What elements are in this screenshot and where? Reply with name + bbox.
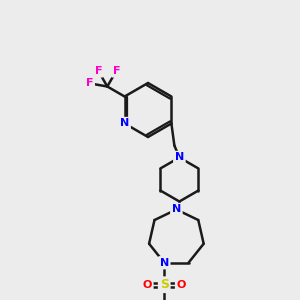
Text: N: N — [172, 205, 181, 214]
Text: N: N — [120, 118, 129, 128]
Text: O: O — [176, 280, 186, 290]
Text: O: O — [142, 280, 152, 290]
Text: N: N — [175, 152, 184, 163]
Text: F: F — [112, 66, 120, 76]
Text: S: S — [160, 278, 169, 291]
Text: F: F — [94, 66, 102, 76]
Text: F: F — [86, 78, 93, 88]
Text: N: N — [160, 258, 169, 268]
